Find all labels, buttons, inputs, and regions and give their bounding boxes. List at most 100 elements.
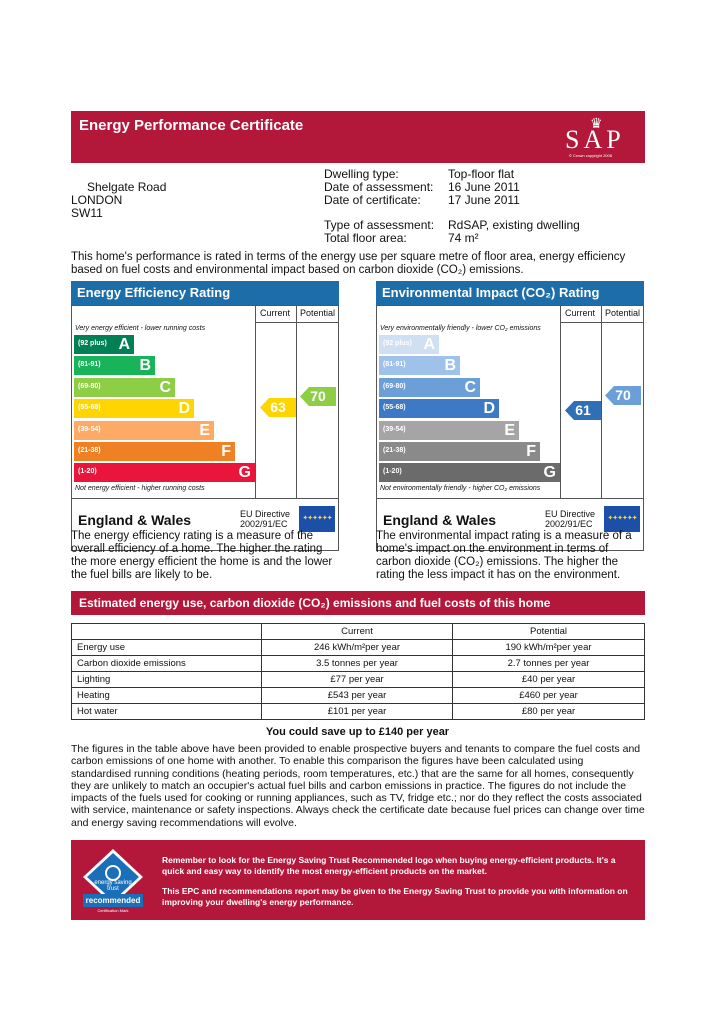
environment-bottom-note: Not environmentally friendly - higher CO… xyxy=(380,485,541,492)
band-letter: E xyxy=(504,421,515,439)
rating-band-e: (39-54) E xyxy=(74,420,214,440)
potential-rating-arrow: 70 xyxy=(300,387,336,406)
rating-band-f: (21-38) F xyxy=(379,442,540,461)
table-cell: Heating xyxy=(71,687,262,704)
current-column-header: Current xyxy=(565,308,596,318)
savings-text: You could save up to £140 per year xyxy=(265,726,450,738)
date-assessment-value: 16 June 2011 xyxy=(448,180,520,194)
band-range: (21-38) xyxy=(78,447,101,454)
band-letter: G xyxy=(238,464,251,482)
eu-flag-icon: ✦✦✦✦✦✦ xyxy=(299,506,335,532)
band-letter: A xyxy=(118,336,130,353)
table-cell: £460 per year xyxy=(452,687,645,704)
band-range: (69-80) xyxy=(383,382,406,390)
sap-logo-text: SAP xyxy=(565,125,625,154)
band-letter: C xyxy=(159,378,171,396)
date-certificate-value: 17 June 2011 xyxy=(448,193,520,207)
table-row: Hot water £101 per year £80 per year xyxy=(71,703,645,720)
band-range: (1-20) xyxy=(78,468,97,476)
efficiency-top-note: Very energy efficient - lower running co… xyxy=(75,325,206,332)
energy-saving-trust-logo: energy saving trust recommended Certific… xyxy=(79,847,147,913)
floor-area-label: Total floor area: xyxy=(324,231,407,245)
rating-band-b: (81-91) B xyxy=(74,356,155,376)
dwelling-type-value: Top-floor flat xyxy=(448,167,515,181)
table-cell: £77 per year xyxy=(261,671,453,688)
est-message-2: This EPC and recommendations report may … xyxy=(162,886,628,907)
rating-band-c: (69-80) C xyxy=(74,377,175,397)
band-letter: C xyxy=(464,378,476,396)
table-row: Energy use 246 kWh/m²per year 190 kWh/m²pe… xyxy=(71,639,645,656)
rating-band-c: (69-80) C xyxy=(379,377,480,397)
table-header xyxy=(71,623,262,640)
current-rating-arrow: 61 xyxy=(565,401,601,420)
table-row: Carbon dioxide emissions 3.5 tonnes per y… xyxy=(71,655,645,672)
est-logo-sub: Certification Mark xyxy=(97,908,129,913)
estimates-title: Estimated energy use, carbon dioxide (CO… xyxy=(71,591,645,615)
band-letter: D xyxy=(178,400,190,418)
table-cell: £543 per year xyxy=(261,687,453,704)
rating-band-e: (39-54) E xyxy=(379,420,519,440)
address-line-3: SW11 xyxy=(71,206,103,220)
band-range: (69-80) xyxy=(78,382,101,390)
table-cell: 3.5 tonnes per year xyxy=(261,655,453,672)
rating-band-d: (55-68) D xyxy=(74,399,194,419)
floor-area-value: 74 m² xyxy=(448,231,479,245)
est-logo-text: recommended xyxy=(85,896,141,905)
band-range: (21-38) xyxy=(383,447,406,454)
assessment-type-label: Type of assessment: xyxy=(324,218,435,232)
rating-band-a: (92 plus) A xyxy=(74,335,134,354)
table-cell: 2.7 tonnes per year xyxy=(452,655,645,672)
efficiency-description: The energy efficiency rating is a measur… xyxy=(71,530,333,581)
band-letter: E xyxy=(199,421,210,439)
band-letter: D xyxy=(483,400,495,418)
country-label: England & Wales xyxy=(383,512,497,528)
crown-icon: ♛ xyxy=(590,115,603,131)
band-range: (81-91) xyxy=(78,361,101,369)
potential-column-header: Potential xyxy=(300,308,336,318)
band-letter: F xyxy=(221,443,231,460)
table-cell: Carbon dioxide emissions xyxy=(71,655,262,672)
rating-band-f: (21-38) F xyxy=(74,442,235,461)
potential-rating-arrow: 70 xyxy=(605,386,641,405)
band-range: (39-54) xyxy=(78,425,101,433)
table-cell: £101 per year xyxy=(261,703,453,720)
est-message-1: Remember to look for the Energy Saving T… xyxy=(162,855,616,876)
page-title: Energy Performance Certificate xyxy=(79,117,304,134)
intro-text: This home's performance is rated in term… xyxy=(71,251,626,276)
potential-column-header: Potential xyxy=(605,308,641,318)
band-letter: F xyxy=(526,443,536,460)
estimates-explanation: The figures in the table above have been… xyxy=(71,743,645,829)
table-cell: Hot water xyxy=(71,703,262,720)
table-row: Heating £543 per year £460 per year xyxy=(71,687,645,704)
address-line-1: Shelgate Road xyxy=(87,180,167,194)
rating-band-d: (55-68) D xyxy=(379,399,499,419)
band-range: (55-68) xyxy=(78,404,101,412)
sap-copyright: © Crown copyright 2008 xyxy=(569,153,612,158)
environment-top-note: Very environmentally friendly - lower CO… xyxy=(380,325,541,332)
rating-band-g: (1-20) G xyxy=(379,463,560,483)
table-header: Current xyxy=(261,623,453,640)
efficiency-bottom-note: Not energy efficient - higher running co… xyxy=(75,485,205,492)
energy-saving-trust-box: energy saving trust recommended Certific… xyxy=(71,840,645,920)
current-rating-arrow: 63 xyxy=(260,398,296,417)
country-label: England & Wales xyxy=(78,512,192,528)
table-row: Lighting £77 per year £40 per year xyxy=(71,671,645,688)
table-cell: £80 per year xyxy=(452,703,645,720)
band-letter: A xyxy=(423,336,435,353)
table-header: Potential xyxy=(452,623,645,640)
date-assessment-label: Date of assessment: xyxy=(324,180,434,194)
efficiency-rating-chart: Current Potential Very energy efficient … xyxy=(71,305,339,551)
eu-directive-label: EU Directive 2002/91/EC xyxy=(545,509,596,529)
table-cell: Energy use xyxy=(71,639,262,656)
band-range: (1-20) xyxy=(383,468,402,476)
environment-description: The environmental impact rating is a mea… xyxy=(376,530,632,581)
table-cell: 190 kWh/m²per year xyxy=(452,639,645,656)
est-logo-top-text: energy saving trust xyxy=(94,880,132,892)
eu-flag-icon: ✦✦✦✦✦✦ xyxy=(604,506,640,532)
band-letter: G xyxy=(543,464,556,482)
band-range: (55-68) xyxy=(383,404,406,412)
band-range: (92 plus) xyxy=(383,340,412,347)
date-certificate-label: Date of certificate: xyxy=(324,193,421,207)
efficiency-rating-title: Energy Efficiency Rating xyxy=(71,281,339,305)
table-cell: 246 kWh/m²per year xyxy=(261,639,453,656)
